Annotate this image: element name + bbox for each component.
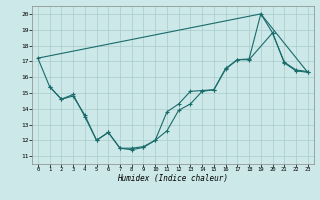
X-axis label: Humidex (Indice chaleur): Humidex (Indice chaleur) <box>117 174 228 183</box>
